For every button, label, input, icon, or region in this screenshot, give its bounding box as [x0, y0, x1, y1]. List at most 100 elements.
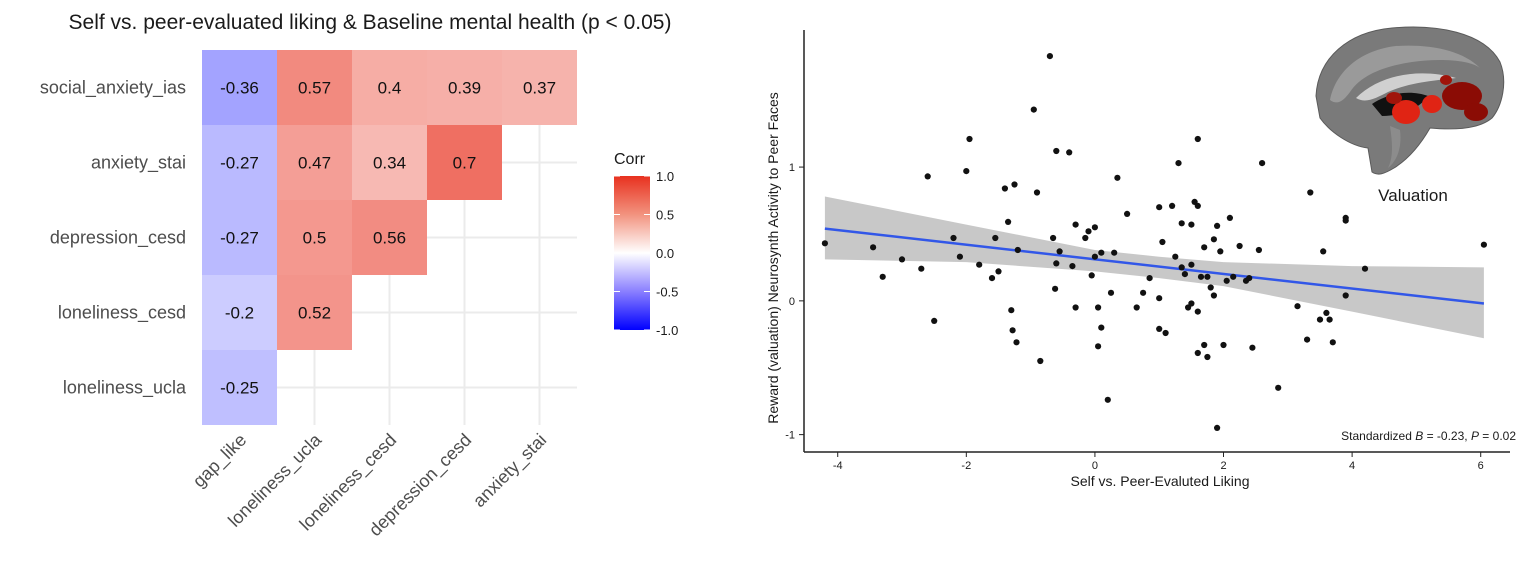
scatter-point: [1056, 248, 1063, 255]
scatter-point: [1214, 222, 1221, 229]
scatter-point: [1236, 242, 1243, 250]
scatter-point: [1178, 220, 1185, 227]
heatmap-cell-label: 0.57: [298, 79, 331, 98]
scatter-point: [988, 275, 996, 282]
scatter-point: [1188, 221, 1195, 228]
scatter-point: [1342, 292, 1349, 299]
scatter-point: [1033, 189, 1041, 196]
scatter-point: [992, 234, 999, 242]
scatter-point: [1133, 304, 1140, 311]
heatmap-legend: Corr 1.0 0.5 0.0 -0.5 -1.0: [614, 151, 678, 338]
scatter-point: [1188, 300, 1195, 307]
scatter-point: [1204, 273, 1211, 280]
scatter-point: [956, 253, 964, 260]
scatter-point: [1162, 329, 1169, 337]
heatmap-cell-label: -0.25: [220, 379, 259, 398]
scatter-point: [1226, 214, 1233, 221]
scatter-point: [1197, 273, 1205, 280]
heatmap-row-label: social_anxiety_ias: [40, 78, 186, 99]
scatter-point: [1072, 304, 1079, 311]
scatter-point: [1095, 304, 1102, 311]
scatter-point: [1194, 308, 1201, 315]
heatmap-cell: [352, 200, 427, 275]
scatter-point: [1204, 353, 1211, 361]
scatter-point: [1011, 181, 1018, 188]
x-tick-label: 2: [1220, 460, 1226, 472]
heatmap-cell: [277, 200, 352, 275]
scatter-point: [879, 273, 886, 280]
scatter-point: [1188, 261, 1195, 268]
heatmap-cell: [277, 50, 352, 125]
scatter-point: [1085, 228, 1092, 235]
scatter-point: [1009, 327, 1016, 334]
heatmap-cell: [202, 125, 277, 200]
heatmap-row-label: loneliness_cesd: [58, 303, 186, 324]
scatter-point: [1001, 185, 1009, 192]
scatter-point: [1230, 273, 1237, 280]
scatter-point: [1013, 339, 1020, 346]
heatmap-cells: [202, 50, 577, 425]
scatter-point: [821, 240, 829, 247]
y-tick-label: -1: [785, 430, 795, 442]
scatter-point: [1098, 324, 1105, 331]
regression-line: [824, 227, 1485, 305]
scatter-point: [1316, 316, 1324, 323]
x-axis-title: Self vs. Peer-Evaluted Liking: [1071, 473, 1250, 489]
heatmap-cell: [202, 350, 277, 425]
scatter-point: [1326, 316, 1333, 323]
scatter-point: [1072, 221, 1079, 228]
heatmap-row-label: anxiety_stai: [91, 153, 186, 174]
scatter-point: [1069, 263, 1076, 270]
legend-tick-label: 0.0: [656, 246, 674, 261]
heatmap-cell-label: 0.5: [303, 229, 327, 248]
brain-sagittal-inset-icon: [1315, 26, 1505, 175]
scatter-point: [963, 168, 970, 175]
heatmap-column-label: gap_like: [189, 430, 251, 492]
scatter-point: [1220, 341, 1227, 349]
scatter-point: [1194, 135, 1201, 143]
heatmap-cell-label: 0.39: [448, 79, 481, 98]
legend-tick-label: 1.0: [656, 169, 674, 184]
y-tick-label: 0: [789, 296, 795, 308]
scatter-point: [995, 268, 1002, 275]
scatter-point: [966, 135, 973, 143]
scatter-point: [931, 317, 938, 324]
scatter-point: [1249, 344, 1256, 351]
scatter-point: [1156, 325, 1163, 332]
heatmap-row-label: depression_cesd: [50, 228, 186, 249]
heatmap-cell: [202, 50, 277, 125]
stat-annotation: Standardized B = -0.23, P = 0.02: [1341, 429, 1516, 443]
scatter-point: [1194, 202, 1201, 209]
scatter-point: [1111, 249, 1118, 256]
scatter-point: [1172, 253, 1179, 260]
heatmap-cell-label: -0.36: [220, 79, 259, 98]
heatmap-cell-label: 0.7: [453, 154, 477, 173]
scatter-point: [1146, 275, 1153, 282]
scatter-point: [1053, 260, 1060, 267]
scatter-point: [1104, 396, 1111, 403]
heatmap-cell-labels: -0.36 0.57 0.4 0.39 0.37 -0.27 0.47 0.34 0.7 -0.2…: [220, 79, 556, 398]
scatter-point: [1107, 289, 1115, 296]
scatter-point: [1320, 248, 1327, 255]
heatmap-cell-label: 0.56: [373, 229, 406, 248]
scatter-point: [1194, 349, 1201, 357]
heatmap-cell-label: 0.34: [373, 154, 406, 173]
scatter-point: [1214, 424, 1221, 431]
scatter-point: [1181, 271, 1188, 278]
heatmap-column-labels: gap_likeloneliness_uclaloneliness_cesdde…: [189, 429, 551, 541]
correlation-heatmap: -0.36 0.57 0.4 0.39 0.37 -0.27 0.47 0.34 0.7 -0.2…: [40, 11, 672, 541]
scatter-point: [1014, 246, 1021, 254]
scatter-point: [1037, 357, 1044, 365]
scatter-point: [1169, 202, 1176, 209]
legend-ticks: 1.0 0.5 0.0 -0.5 -1.0: [614, 169, 678, 338]
scatter-point: [1210, 236, 1217, 243]
scatter-point: [1480, 241, 1487, 248]
scatter-point: [1124, 210, 1131, 217]
scatter-point: [1201, 341, 1208, 349]
scatter-point: [1201, 244, 1208, 251]
scatter-point: [1046, 53, 1053, 60]
scatter-point: [1307, 189, 1314, 196]
scatter-point: [1140, 289, 1147, 296]
scatter-point: [950, 234, 957, 242]
